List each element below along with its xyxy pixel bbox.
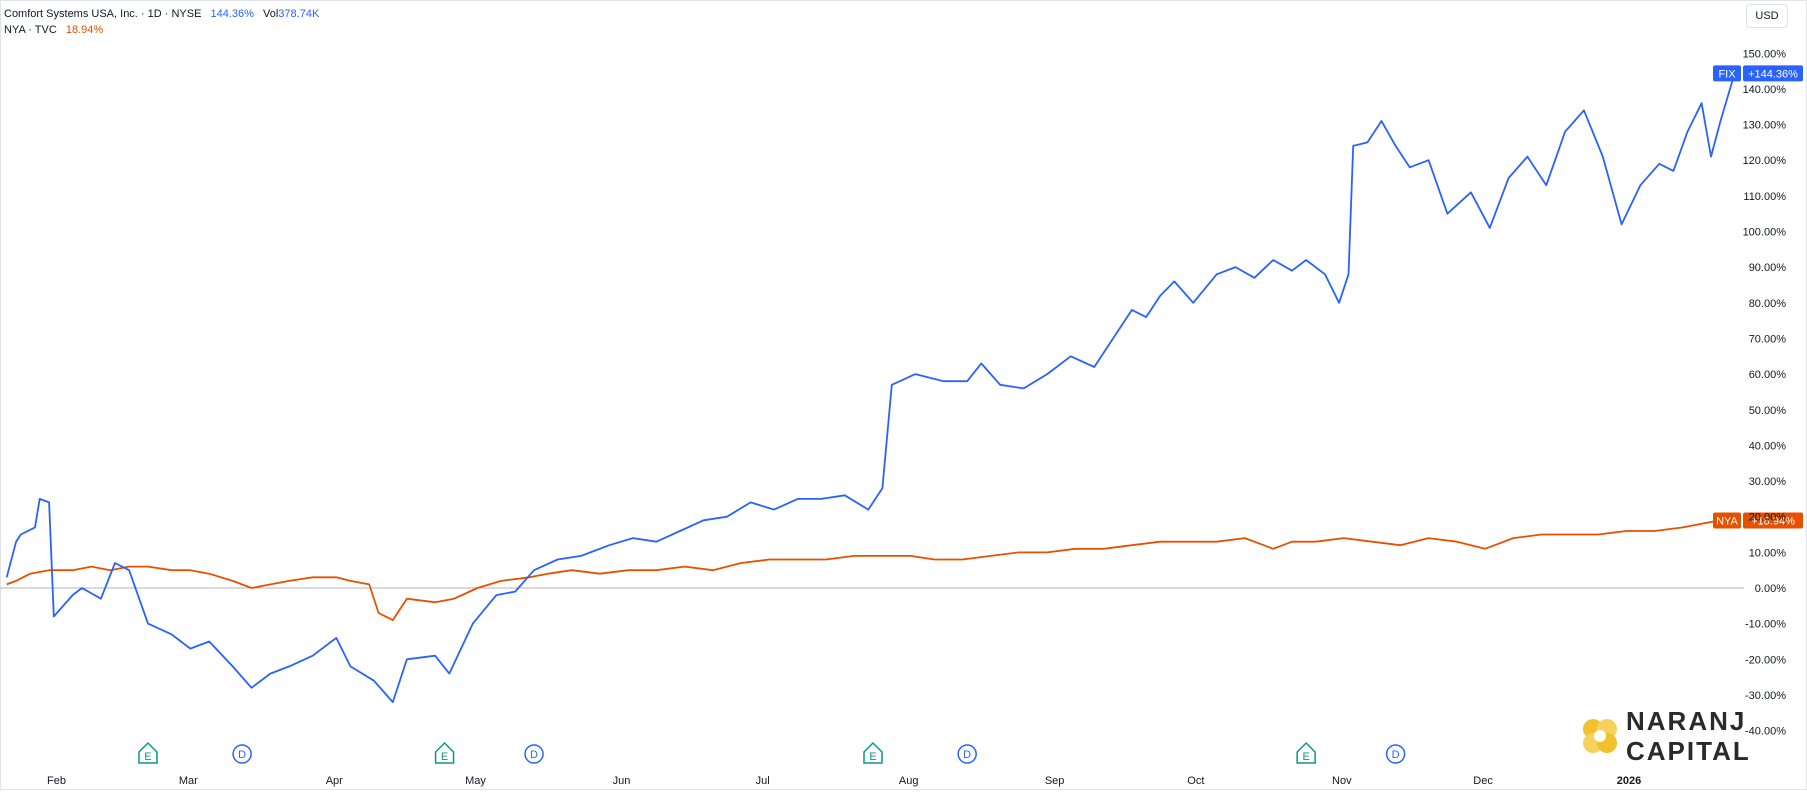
badge-value: +144.36% xyxy=(1748,68,1798,80)
x-tick-label: Aug xyxy=(899,775,919,787)
x-axis: Feb Mar Apr May Jun Jul Aug Sep Oct Nov Dec 2026 xyxy=(47,775,1641,787)
x-tick-label: May xyxy=(465,775,486,787)
svg-text:E: E xyxy=(441,751,448,763)
logo-line-2: CAPITAL xyxy=(1626,736,1751,766)
y-tick-label: 50.00% xyxy=(1749,405,1787,417)
naranj-logo-icon xyxy=(1583,719,1617,753)
badge-symbol: NYA xyxy=(1716,515,1738,527)
fix-change-value: 144.36% xyxy=(210,8,254,20)
y-tick-label: -20.00% xyxy=(1745,654,1786,666)
legend-row-fix[interactable]: Comfort Systems USA, Inc. · 1D · NYSE 14… xyxy=(4,6,319,22)
nya-symbol-title: NYA · TVC xyxy=(4,24,57,36)
chart-legend: Comfort Systems USA, Inc. · 1D · NYSE 14… xyxy=(4,6,319,38)
price-badge-nya: NYA +18.94% xyxy=(1713,512,1803,529)
logo-line-1: NARANJ xyxy=(1626,706,1747,736)
x-tick-label: Apr xyxy=(326,775,343,787)
x-tick-label: Oct xyxy=(1187,775,1204,787)
series-line-fix[interactable] xyxy=(5,73,1736,703)
x-tick-label: 2026 xyxy=(1617,775,1641,787)
dividend-marker[interactable]: D xyxy=(957,744,977,764)
x-tick-label: Sep xyxy=(1045,775,1065,787)
y-tick-label: 40.00% xyxy=(1749,440,1787,452)
y-tick-label: -40.00% xyxy=(1745,726,1786,738)
y-tick-label: 0.00% xyxy=(1755,583,1786,595)
y-tick-label: -30.00% xyxy=(1745,690,1786,702)
y-tick-label: 20.00% xyxy=(1749,512,1787,524)
y-axis: 150.00% 140.00% 130.00% 120.00% 110.00% 100.0… xyxy=(1743,48,1787,737)
y-tick-label: -10.00% xyxy=(1745,619,1786,631)
svg-text:D: D xyxy=(963,749,971,761)
y-tick-label: 80.00% xyxy=(1749,298,1787,310)
fix-symbol-title: Comfort Systems USA, Inc. · 1D · NYSE xyxy=(4,8,202,20)
svg-text:E: E xyxy=(1302,751,1309,763)
svg-text:D: D xyxy=(1392,749,1400,761)
x-tick-label: Jun xyxy=(613,775,631,787)
y-tick-label: 70.00% xyxy=(1749,333,1787,345)
x-tick-label: Feb xyxy=(47,775,66,787)
legend-row-nya[interactable]: NYA · TVC 18.94% xyxy=(4,22,319,38)
y-tick-label: 120.00% xyxy=(1743,155,1787,167)
badge-symbol: FIX xyxy=(1718,68,1736,80)
y-tick-label: 110.00% xyxy=(1743,191,1786,203)
earnings-marker[interactable]: E xyxy=(138,741,158,764)
volume-value: 378.74K xyxy=(278,8,320,20)
y-tick-label: 100.00% xyxy=(1743,227,1787,239)
svg-text:D: D xyxy=(238,749,246,761)
nya-change-value: 18.94% xyxy=(65,24,104,36)
y-tick-label: 30.00% xyxy=(1749,476,1787,488)
dividend-marker[interactable]: D xyxy=(524,744,544,764)
y-tick-label: 10.00% xyxy=(1749,547,1787,559)
y-tick-label: 140.00% xyxy=(1743,84,1787,96)
x-tick-label: Dec xyxy=(1473,775,1493,787)
dividend-marker[interactable]: D xyxy=(1385,744,1406,764)
price-badges: FIX +144.36% NYA +18.94% xyxy=(1713,65,1803,529)
price-badge-fix: FIX +144.36% xyxy=(1713,65,1803,82)
y-tick-label: 130.00% xyxy=(1743,120,1787,132)
y-tick-label: 150.00% xyxy=(1743,48,1787,60)
series-group xyxy=(5,73,1736,703)
earnings-marker[interactable]: E xyxy=(863,741,883,764)
svg-text:E: E xyxy=(869,751,876,763)
svg-text:D: D xyxy=(530,749,538,761)
earnings-marker[interactable]: E xyxy=(1296,741,1316,764)
svg-text:E: E xyxy=(144,751,151,763)
x-tick-label: Mar xyxy=(179,775,198,787)
series-line-nya[interactable] xyxy=(6,519,1735,621)
badge-value: +18.94% xyxy=(1751,515,1795,527)
x-tick-label: Nov xyxy=(1332,775,1352,787)
volume-label: Vol xyxy=(263,8,279,20)
naranj-capital-logo: NARANJ CAPITAL xyxy=(1578,706,1758,770)
earnings-marker[interactable]: E xyxy=(434,741,455,764)
x-tick-label: Jul xyxy=(756,775,770,787)
y-tick-label: 60.00% xyxy=(1749,369,1787,381)
y-tick-label: 90.00% xyxy=(1749,262,1787,274)
dividend-marker[interactable]: D xyxy=(232,744,252,764)
currency-button[interactable]: USD xyxy=(1746,4,1788,28)
